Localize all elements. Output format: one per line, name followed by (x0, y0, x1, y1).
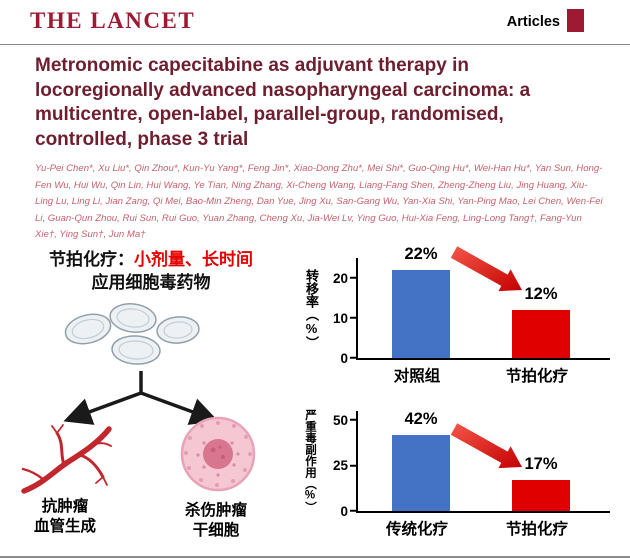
blood-vessel-icon (21, 424, 112, 494)
anti-angiogenesis-caption: 抗肿瘤 血管生成 (6, 497, 124, 537)
caption-line: 抗肿瘤 (41, 498, 89, 515)
heading-term: 节拍化疗： (49, 250, 134, 269)
bar-value-label: 12% (524, 285, 558, 303)
bar-value-label: 17% (524, 455, 558, 474)
caption-line: 干细胞 (192, 522, 240, 540)
x-category-label: 对照组 (393, 368, 441, 385)
bar-value-label: 42% (404, 409, 438, 428)
x-category-label: 节拍化疗 (505, 521, 568, 538)
bar-metronomic: 17% (512, 455, 570, 511)
mechanism-diagram: 节拍化疗：小剂量、长时间 应用细胞毒药物 (6, 249, 296, 555)
y-tick-label: 50 (318, 413, 357, 427)
tumor-stem-cell-icon (180, 416, 256, 492)
plot-area: 0 25 50 42% 17% (333, 410, 610, 518)
y-tick-label: 25 (318, 459, 357, 473)
diagram-heading: 节拍化疗：小剂量、长时间 应用细胞毒药物 (6, 249, 296, 295)
heading-highlight: 小剂量、长时间 (134, 250, 253, 269)
caption-line: 血管生成 (33, 518, 96, 536)
y-axis-label: 严重毒副作用（%） (304, 409, 316, 513)
branch-arrows-icon (63, 371, 219, 425)
author-list: Yu-Pei Chen*, Xu Liu*, Qin Zhou*, Kun-Yu… (35, 163, 603, 240)
y-tick-label: 10 (318, 311, 357, 325)
pills-icon (64, 303, 200, 365)
y-tick-label: 0 (318, 504, 357, 518)
y-tick-label: 0 (318, 351, 357, 365)
diagram-heading-line1: 节拍化疗：小剂量、长时间 (6, 249, 296, 272)
decrease-arrow-icon (450, 246, 522, 292)
x-category-label: 传统化疗 (385, 521, 448, 538)
x-category-label: 节拍化疗 (505, 368, 568, 385)
y-tick-label: 20 (318, 271, 357, 285)
header-divider (0, 44, 630, 45)
y-axis-label: 转移率（%） (304, 269, 319, 349)
lancet-red-block (567, 9, 584, 32)
bar-conventional: 42% (392, 410, 450, 511)
bar-metronomic: 12% (512, 285, 570, 358)
kill-stem-cell-caption: 杀伤肿瘤 干细胞 (162, 501, 270, 541)
toxicity-chart: 严重毒副作用（%） 0 25 50 42% 17% 传统化疗 节拍化疗 (298, 403, 628, 553)
metastasis-rate-chart: 转移率（%） 0 10 20 22% 12% 对照组 节拍化疗 (298, 245, 628, 400)
bar-value-label: 22% (404, 245, 438, 263)
diagram-heading-line2: 应用细胞毒药物 (91, 272, 211, 292)
plot-area: 0 10 20 22% 12% (333, 245, 610, 365)
caption-line: 杀伤肿瘤 (184, 502, 247, 519)
decrease-arrow-icon (450, 423, 522, 469)
lancet-logo: THE LANCET (30, 8, 196, 33)
article-title: Metronomic capecitabine as adjuvant ther… (35, 55, 531, 151)
results-charts: 转移率（%） 0 10 20 22% 12% 对照组 节拍化疗 严重毒副作用（%… (298, 245, 628, 555)
section-label: Articles (506, 14, 560, 30)
bar-control-group: 22% (392, 245, 450, 358)
